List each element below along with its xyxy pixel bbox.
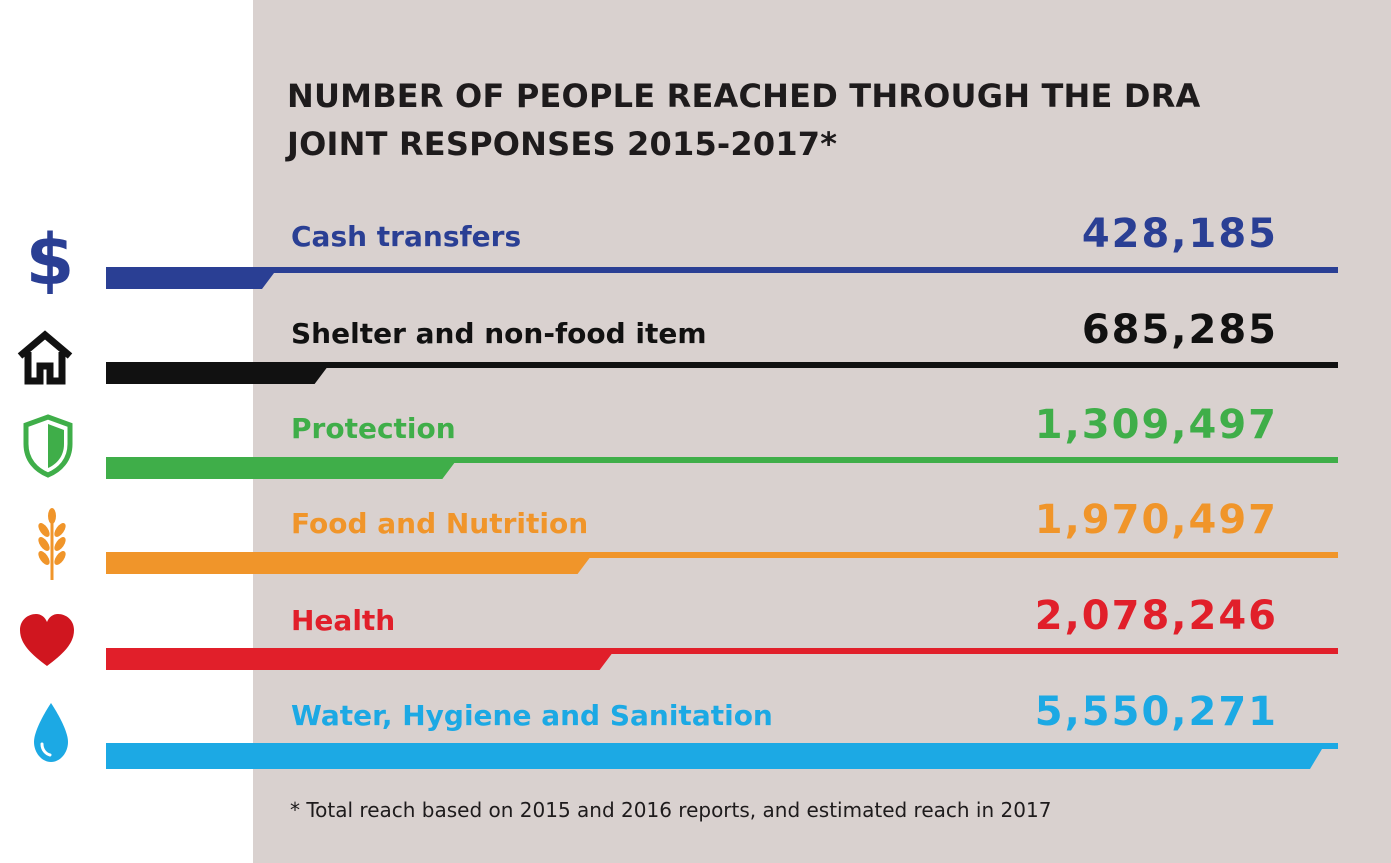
bar-food-and-nutrition: [106, 552, 1338, 574]
row-value-water-hygiene: 5,550,271: [1034, 689, 1278, 735]
svg-text:$: $: [26, 219, 75, 294]
row-value-protection: 1,309,497: [1034, 402, 1278, 448]
shield-icon: [22, 414, 74, 478]
water-drop-icon: [30, 700, 72, 766]
heart-icon: [18, 612, 76, 670]
row-label-health: Health: [291, 604, 396, 637]
bar-shelter-and-non-food-item: [106, 362, 1338, 384]
dollar-icon: $: [22, 218, 78, 301]
row-label-protection: Protection: [291, 412, 456, 445]
row-label-shelter: Shelter and non-food item: [291, 317, 707, 350]
row-label-food-nutrition: Food and Nutrition: [291, 507, 589, 540]
chart-title: NUMBER OF PEOPLE REACHED THROUGH THE DRA…: [287, 77, 1201, 163]
row-label-cash-transfers: Cash transfers: [291, 220, 522, 253]
bar-health: [106, 648, 1338, 670]
bar-cash-transfers: [106, 267, 1338, 289]
footnote: * Total reach based on 2015 and 2016 rep…: [290, 798, 1052, 822]
chart-panel: [253, 0, 1391, 863]
house-icon: [16, 330, 74, 386]
row-value-health: 2,078,246: [1034, 593, 1278, 639]
wheat-icon: [32, 506, 72, 586]
row-label-water-hygiene: Water, Hygiene and Sanitation: [291, 699, 773, 732]
bar-protection: [106, 457, 1338, 479]
bar-water-hygiene-and-sanitation: [106, 743, 1338, 769]
row-value-shelter: 685,285: [1081, 307, 1278, 353]
row-value-food-nutrition: 1,970,497: [1034, 497, 1278, 543]
row-value-cash-transfers: 428,185: [1081, 211, 1278, 257]
